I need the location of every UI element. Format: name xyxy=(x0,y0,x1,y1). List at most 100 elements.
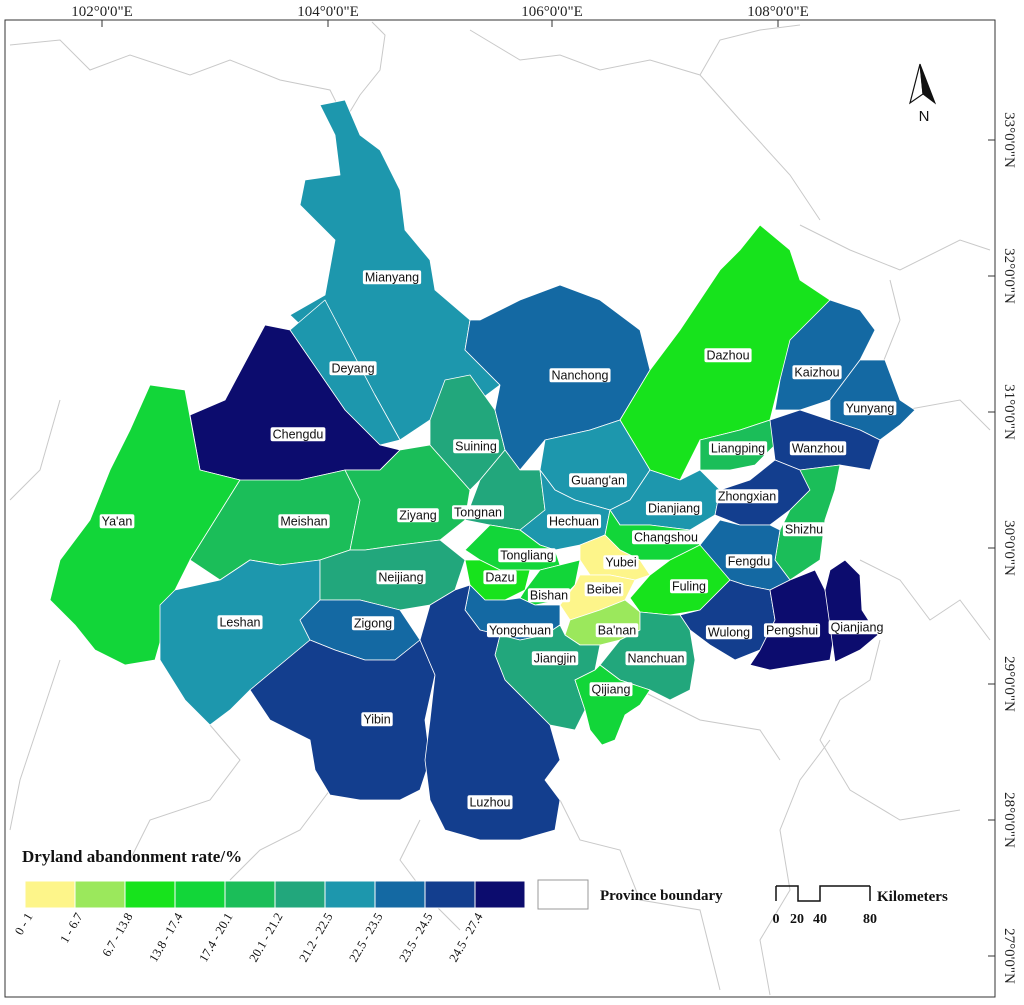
region-label: Changshou xyxy=(634,530,698,544)
region-label: Dazu xyxy=(485,570,514,584)
region-label: Ziyang xyxy=(399,508,437,522)
region-pengshui xyxy=(749,569,836,671)
region-yaan xyxy=(49,384,241,666)
legend-swatch xyxy=(174,880,226,909)
region-label-background xyxy=(715,489,779,504)
longitude-label: 102°0'0"E xyxy=(71,4,133,20)
region-label-background xyxy=(549,368,611,383)
region-label: Qijiang xyxy=(592,682,631,696)
region-labels: Mianyang Deyang Chengdu Ya'an Meishan Leshan Z… xyxy=(99,270,897,810)
region-label: Zhongxian xyxy=(718,489,776,503)
region-label: Hechuan xyxy=(549,514,599,528)
region-label: Dianjiang xyxy=(648,501,700,515)
region-label-background xyxy=(329,361,377,376)
scale-tick-label: 40 xyxy=(813,912,827,927)
region-label-background xyxy=(584,582,624,597)
region-label-background xyxy=(498,548,556,563)
latitude-label: 31°0'0"N xyxy=(1001,384,1017,440)
region-label: Jiangjin xyxy=(534,651,576,665)
region-label-background xyxy=(569,473,627,488)
legend-swatch xyxy=(124,880,176,909)
region-label: Nanchong xyxy=(552,368,609,382)
latitude-label: 30°0'0"N xyxy=(1001,520,1017,576)
region-label-background xyxy=(782,522,826,537)
longitude-label: 104°0'0"E xyxy=(297,4,359,20)
region-label-background xyxy=(725,554,773,569)
region-label: Wulong xyxy=(708,625,750,639)
region-label-background xyxy=(645,501,703,516)
legend-swatch xyxy=(474,880,526,909)
region-label-background xyxy=(763,623,821,638)
scale-tick-label: 0 xyxy=(773,912,780,927)
legend-swatch xyxy=(374,880,426,909)
region-label: Mianyang xyxy=(365,270,419,284)
region-label-background xyxy=(362,270,422,285)
region-label-background xyxy=(351,616,395,631)
region-label: Nanchuan xyxy=(628,651,685,665)
region-label: Shizhu xyxy=(785,522,823,536)
legend-swatch xyxy=(424,880,476,909)
legend-swatch xyxy=(274,880,326,909)
region-label: Neijiang xyxy=(378,570,423,584)
region-label-background xyxy=(99,514,135,529)
region-label-background xyxy=(531,651,579,666)
region-label-background xyxy=(792,365,842,380)
region-label-background xyxy=(843,401,897,416)
region-label-background xyxy=(595,623,639,638)
region-label-background xyxy=(705,625,753,640)
province-boundary-swatch xyxy=(537,879,589,910)
region-label: Fuling xyxy=(672,579,706,593)
region-label: Bishan xyxy=(530,588,568,602)
region-label: Qianjiang xyxy=(831,620,884,634)
region-label-background xyxy=(603,555,639,570)
region-label: Tongliang xyxy=(500,548,554,562)
region-label-background xyxy=(589,682,633,697)
latitude-label: 33°0'0"N xyxy=(1001,112,1017,168)
scale-tick-label: 20 xyxy=(790,912,804,927)
region-label-background xyxy=(217,615,263,630)
region-label: Yubei xyxy=(605,555,636,569)
region-label-background xyxy=(669,579,709,594)
scale-tick-label: 80 xyxy=(863,912,877,927)
scale-bar xyxy=(775,885,871,902)
region-label-background xyxy=(361,712,393,727)
region-label: Beibei xyxy=(587,582,622,596)
latitude-label: 27°0'0"N xyxy=(1001,928,1017,984)
region-label: Leshan xyxy=(219,615,260,629)
latitude-label: 28°0'0"N xyxy=(1001,792,1017,848)
north-arrow-icon: N xyxy=(909,63,937,125)
region-luzhou xyxy=(419,584,561,841)
region-label-background xyxy=(708,441,768,456)
region-label-background xyxy=(632,530,701,545)
legend-swatch xyxy=(24,880,76,909)
region-label: Suining xyxy=(455,439,497,453)
region-label: Ba'nan xyxy=(598,623,637,637)
graticule-ticks xyxy=(101,20,995,957)
region-label-background xyxy=(278,514,330,529)
region-label: Yunyang xyxy=(846,401,895,415)
region-label-background xyxy=(397,508,439,523)
region-label-background xyxy=(625,651,687,666)
longitude-label: 106°0'0"E xyxy=(521,4,583,20)
region-label: Guang'an xyxy=(571,473,625,487)
region-label: Deyang xyxy=(331,361,374,375)
region-ziyang xyxy=(344,444,471,551)
region-label-background xyxy=(527,588,571,603)
north-label: N xyxy=(919,108,930,125)
region-label: Ya'an xyxy=(102,514,133,528)
region-label: Yibin xyxy=(363,712,390,726)
region-label: Kaizhou xyxy=(794,365,839,379)
region-label: Tongnan xyxy=(454,505,502,519)
province-boundary-lines xyxy=(9,21,991,996)
region-label-background xyxy=(453,439,499,454)
region-label: Wanzhou xyxy=(792,441,844,455)
region-label: Liangping xyxy=(711,441,765,455)
latitude-label: 29°0'0"N xyxy=(1001,656,1017,712)
region-label-background xyxy=(376,570,426,585)
region-label: Meishan xyxy=(280,514,327,528)
region-label-background xyxy=(828,620,886,635)
region-label: Yongchuan xyxy=(489,623,551,637)
region-label: Fengdu xyxy=(728,554,770,568)
region-label: Chengdu xyxy=(273,427,324,441)
province-boundary-label: Province boundary xyxy=(600,888,723,904)
